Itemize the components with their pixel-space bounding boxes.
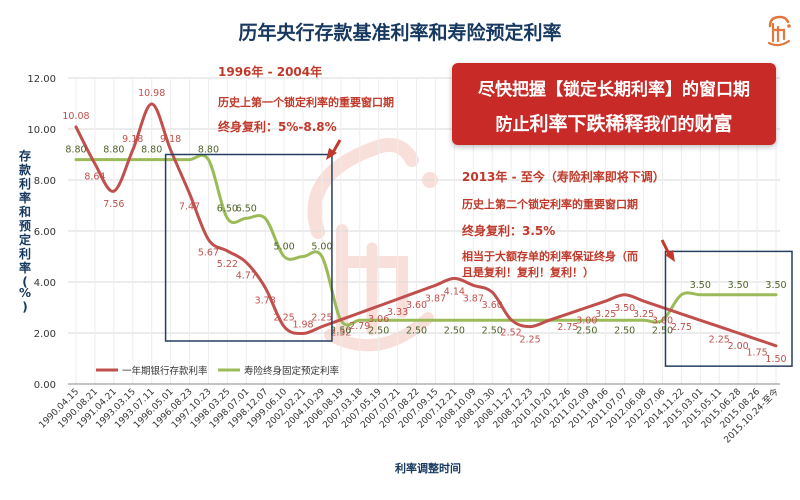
data-label-s1-13: 5.00 [311,242,332,253]
x-axis: 1990.04.151990.08.211991.04.211993.03.15… [38,386,782,446]
data-label-s0-11: 2.25 [274,313,295,324]
y-tick-label: 4.00 [34,278,56,289]
y-tick-label: 0.00 [34,380,56,391]
banner-text: 我们的 [643,115,695,135]
data-label-s1-31: 2.50 [652,325,673,336]
data-label-s1-2: 8.80 [103,145,124,156]
y-tick-label: 2.00 [34,329,56,340]
data-label-s0-23: 2.52 [501,328,522,339]
data-label-s1-11: 5.00 [274,242,295,253]
data-label-s0-15: 2.79 [349,321,370,332]
annotation-second-period: 2013年 - 至今（寿险利率即将下调） [462,170,665,184]
y-axis: 0.00 2.00 4.00 6.00 8.00 10.00 12.00 [27,74,56,391]
data-label-s0-6: 7.47 [179,202,200,213]
data-label-s0-20: 4.14 [444,286,465,297]
data-label-s1-0: 8.80 [65,145,86,156]
data-label-s0-3: 9.18 [122,134,143,145]
brand-logo-icon [767,15,791,47]
data-label-s1-33: 3.50 [690,280,711,291]
data-label-s0-24: 2.25 [519,335,540,346]
y-axis-label: 存款利率和预定利率(%) [18,148,32,314]
data-label-s0-14: 2.52 [330,328,351,339]
data-label-s0-13: 2.25 [311,313,332,324]
data-label-s0-12: 1.98 [292,320,313,331]
data-label-s0-37: 1.50 [765,354,786,365]
annotation-first-period: 1996年 - 2004年 [218,65,323,79]
annotation-first-rate: 终身复利：5%-8.8% [218,120,337,134]
data-label-s0-22: 3.60 [482,300,503,311]
data-label-s0-0: 10.08 [62,111,89,122]
data-label-s0-36: 1.75 [747,347,768,358]
data-label-s0-35: 2.00 [728,341,749,352]
banner-emphasis: 利率下跌稀释 [529,113,644,135]
data-label-s0-29: 3.50 [614,303,635,314]
data-label-s1-37: 3.50 [765,280,786,291]
data-label-s0-31: 3.00 [652,316,673,327]
data-label-s1-35: 3.50 [728,280,749,291]
series-line-1 [74,153,778,327]
banner-line-1: 尽快把握【锁定长期利率】的窗口期 [478,80,750,100]
data-label-s1-29: 2.50 [614,325,635,336]
data-label-s0-2: 7.56 [103,199,124,210]
data-label-s0-9: 4.77 [236,270,257,281]
data-label-s0-19: 3.87 [425,293,446,304]
annotation-second-rate: 终身复利：3.5% [462,224,556,238]
banner-text: 防止 [495,115,530,135]
data-label-s0-30: 3.25 [633,309,654,320]
data-label-s1-20: 2.50 [444,325,465,336]
arrow-head-icon [326,148,337,160]
data-label-s0-27: 3.00 [576,316,597,327]
highlight-boxes [164,139,793,367]
legend-label-0: 一年期银行存款利率 [122,365,208,377]
data-label-s0-10: 3.78 [255,296,276,307]
chart-series [74,102,778,348]
annotation-second-note-2: 且是复利！复利！复利！） [462,266,594,279]
data-label-s0-17: 3.33 [387,307,408,318]
data-label-s1-9: 6.50 [236,203,257,214]
y-tick-label: 8.00 [34,176,56,187]
annotation-first-desc: 历史上第一个锁定利率的重要窗口期 [218,96,394,109]
data-label-s0-26: 2.75 [557,322,578,333]
data-label-s0-32: 2.75 [671,322,692,333]
data-label-s0-5: 9.18 [160,134,181,145]
data-label-s1-14: 2.50 [330,325,351,336]
data-label-s0-8: 5.22 [217,259,238,270]
legend: 一年期银行存款利率 寿险终身固定预定利率 [96,365,340,377]
y-tick-label: 12.00 [27,74,56,85]
series-line-0 [74,102,778,348]
data-label-s1-4: 8.80 [141,145,162,156]
data-label-s0-7: 5.67 [198,247,219,258]
data-label-s0-34: 2.25 [709,335,730,346]
highlight-box-second-window [664,250,793,367]
legend-label-1: 寿险终身固定预定利率 [244,365,340,377]
banner-line-2: 防止利率下跌稀释我们的财富 [452,109,776,136]
data-label-s1-27: 2.50 [576,325,597,336]
data-label-s0-18: 3.60 [406,300,427,311]
data-label-s0-1: 8.64 [84,172,105,183]
data-label-s1-8: 6.50 [217,203,238,214]
annotation-second-desc: 历史上第二个锁定利率的重要窗口期 [462,198,638,211]
y-axis-title: 存款利率和预定利率(%) [18,148,32,314]
y-tick-label: 6.00 [34,227,56,238]
data-label-s1-16: 2.50 [368,325,389,336]
data-label-s0-21: 3.87 [463,293,484,304]
data-label-s1-22: 2.50 [482,325,503,336]
banner-emphasis: 财富 [694,113,733,135]
data-label-s0-28: 3.25 [595,309,616,320]
promo-banner: 尽快把握【锁定长期利率】的窗口期 防止利率下跌稀释我们的财富 [452,63,776,145]
data-label-s1-18: 2.50 [406,325,427,336]
chart-title: 历年央行存款基准利率和寿险预定利率 [238,22,562,44]
annotation-second-note-1: 相当于大额存单的利率保证终身（而 [462,250,638,263]
data-label-s1-7: 8.80 [198,145,219,156]
x-axis-label: 利率调整时间 [395,461,461,475]
highlight-box-first-window [164,153,333,342]
data-labels: 10.088.647.569.1810.989.187.475.675.224.… [62,88,786,365]
data-label-s0-4: 10.98 [138,88,165,99]
arrow-head-icon [665,250,675,262]
data-label-s0-16: 3.06 [368,314,389,325]
y-tick-label: 10.00 [27,125,56,136]
